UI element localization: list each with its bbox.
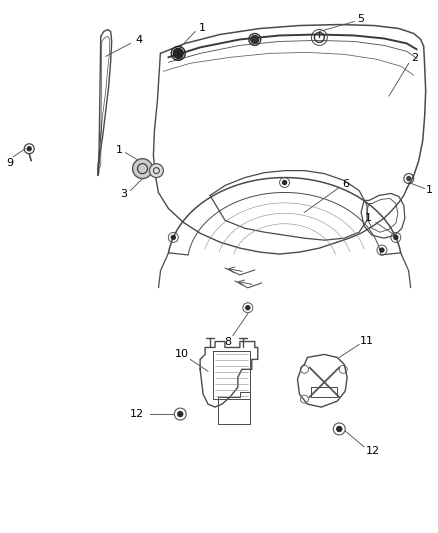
Text: 6: 6 <box>343 179 350 189</box>
Text: 10: 10 <box>175 350 189 359</box>
Text: 9: 9 <box>6 158 13 168</box>
Circle shape <box>133 159 152 179</box>
Circle shape <box>178 411 183 417</box>
Circle shape <box>394 236 398 239</box>
Circle shape <box>149 164 163 177</box>
Circle shape <box>251 36 259 43</box>
Text: 12: 12 <box>130 409 144 419</box>
Circle shape <box>173 49 183 58</box>
Text: 1: 1 <box>116 145 123 155</box>
Text: 1: 1 <box>426 185 433 196</box>
Text: 1: 1 <box>198 22 205 33</box>
Circle shape <box>380 248 384 252</box>
Circle shape <box>283 181 286 184</box>
Circle shape <box>27 147 31 151</box>
Circle shape <box>246 306 250 310</box>
Circle shape <box>407 176 411 181</box>
Text: 4: 4 <box>135 35 142 45</box>
Text: 5: 5 <box>357 13 364 23</box>
Text: 3: 3 <box>120 189 127 199</box>
Circle shape <box>337 426 342 431</box>
Text: 12: 12 <box>366 446 380 456</box>
Circle shape <box>171 236 175 239</box>
Text: 11: 11 <box>360 336 374 345</box>
Text: 1: 1 <box>364 213 371 223</box>
Text: 8: 8 <box>224 336 232 346</box>
Text: 2: 2 <box>411 53 418 63</box>
